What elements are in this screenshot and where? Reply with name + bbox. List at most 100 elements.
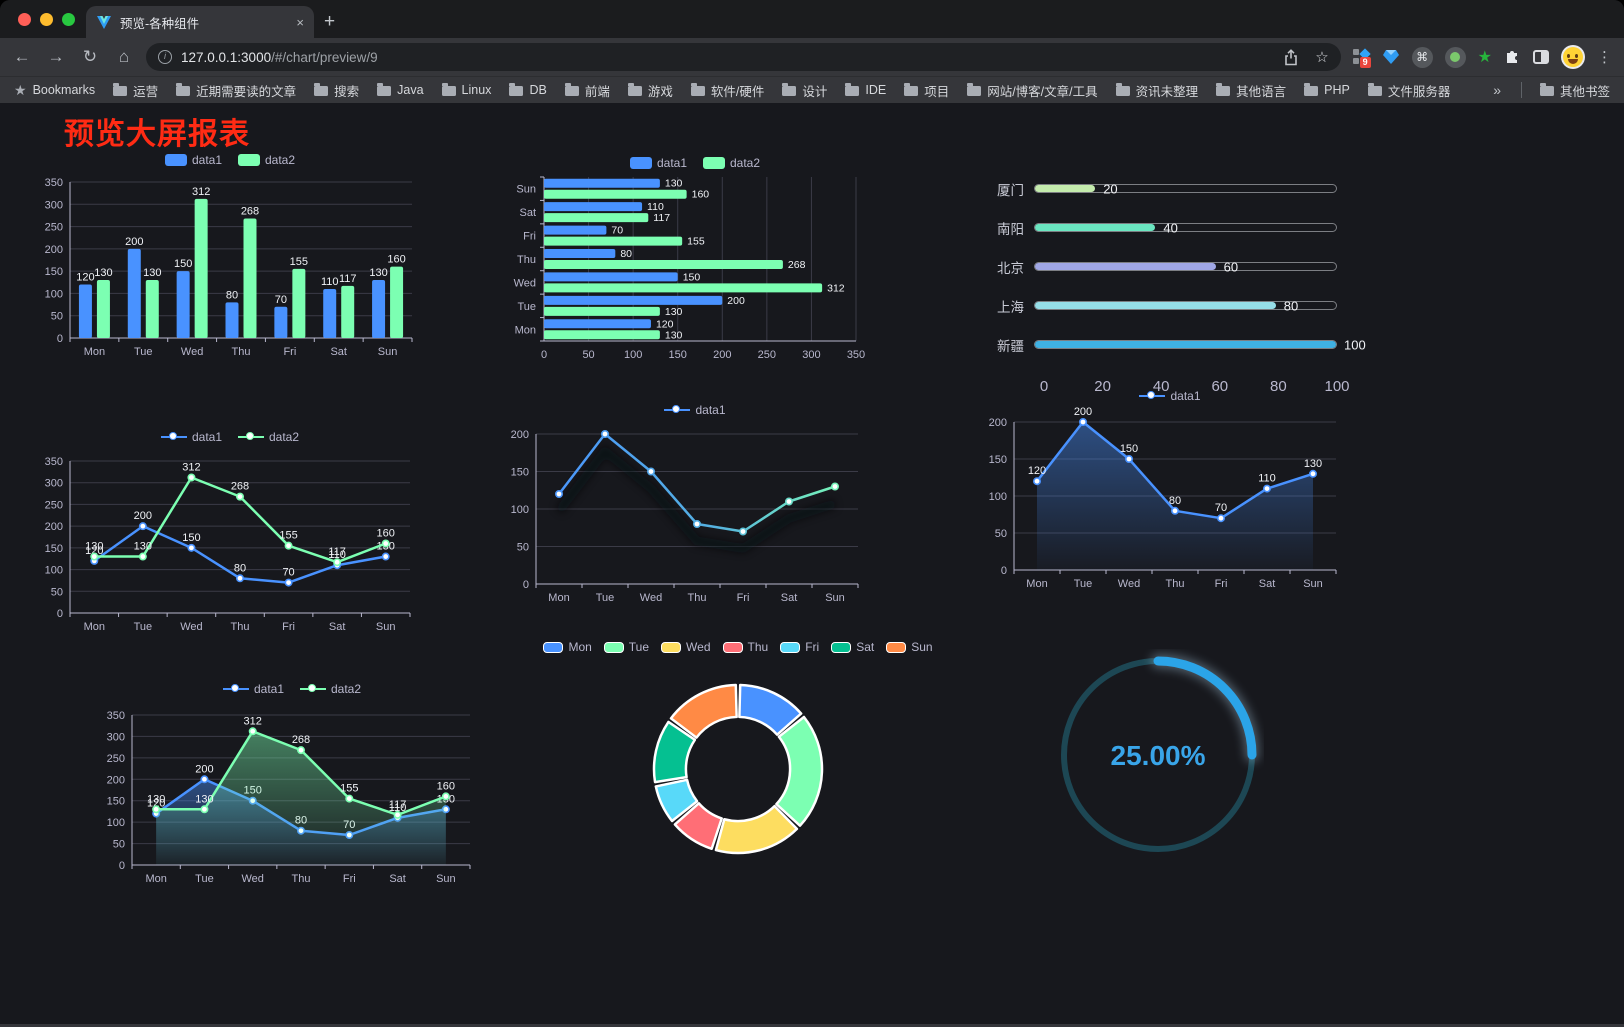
page-content: 预览大屏报表 data1 data2 0 50 100 150 200 250 300 350 M… — [0, 103, 1624, 1027]
area-chart: data1 0 50 100 150 200 Mon Tue Wed Thu Fri Sat Sun 1… — [978, 386, 1362, 602]
home-icon[interactable]: ⌂ — [118, 47, 130, 66]
svg-text:268: 268 — [292, 734, 310, 746]
progress-fill — [1035, 302, 1276, 309]
legend-item-Sun[interactable]: Sun — [886, 640, 933, 654]
close-window-button[interactable] — [18, 13, 31, 26]
bookmarks-manager[interactable]: ★ Bookmarks — [14, 81, 96, 98]
address-bar[interactable]: i 127.0.0.1:3000/#/chart/preview/9 ☆ — [146, 43, 1341, 71]
legend-item-data1[interactable]: data1 — [629, 156, 687, 170]
progress-bar-chart: 厦门 20 南阳 40 北京 60 上海 80 新疆 100 0 20 40 60 80 100 — [990, 159, 1366, 399]
bookmark-folder[interactable]: Java — [377, 83, 424, 97]
extension-grid-icon[interactable]: 9 — [1352, 47, 1371, 68]
share-icon[interactable] — [1283, 48, 1299, 66]
legend-item-data2[interactable]: data2 — [703, 156, 760, 170]
svg-text:Wed: Wed — [181, 346, 203, 358]
legend-item-Tue[interactable]: Tue — [603, 640, 649, 654]
bookmark-folder[interactable]: 文件服务器 — [1367, 81, 1450, 100]
bookmark-folder[interactable]: 游戏 — [627, 81, 673, 100]
extensions-puzzle-icon[interactable] — [1504, 49, 1521, 66]
svg-text:117: 117 — [328, 546, 346, 558]
site-info-icon[interactable]: i — [158, 50, 172, 64]
svg-text:155: 155 — [687, 236, 705, 248]
svg-text:Mon: Mon — [84, 346, 105, 358]
svg-text:Wed: Wed — [640, 592, 662, 604]
svg-text:130: 130 — [665, 178, 683, 190]
zoom-window-button[interactable] — [62, 13, 75, 26]
recorder-extension-icon[interactable] — [1444, 46, 1466, 68]
other-bookmarks-folder[interactable]: 其他书签 — [1539, 81, 1610, 100]
legend-item-data1[interactable]: data1 — [1139, 389, 1201, 403]
svg-text:80: 80 — [1169, 495, 1181, 507]
reload-icon[interactable]: ↻ — [82, 47, 98, 66]
forward-icon[interactable]: → — [47, 47, 65, 66]
svg-text:130: 130 — [665, 329, 683, 341]
svg-text:160: 160 — [437, 780, 455, 792]
legend-item-data1[interactable]: data1 — [664, 403, 726, 417]
window-controls — [18, 13, 75, 26]
tab-close-icon[interactable]: × — [296, 14, 304, 30]
bookmark-folder[interactable]: 其他语言 — [1216, 81, 1286, 100]
legend-item-Wed[interactable]: Wed — [661, 640, 711, 654]
bookmark-folder[interactable]: 近期需要读的文章 — [176, 81, 296, 100]
bookmarks-overflow-icon[interactable]: » — [1493, 82, 1501, 98]
minimize-window-button[interactable] — [40, 13, 53, 26]
svg-text:Sat: Sat — [1259, 578, 1276, 590]
legend-item-Mon[interactable]: Mon — [543, 640, 592, 654]
star-extension-icon[interactable]: ★ — [1477, 49, 1492, 66]
svg-text:110: 110 — [1258, 473, 1276, 485]
legend-item-data2[interactable]: data2 — [300, 682, 361, 696]
svg-text:200: 200 — [727, 295, 745, 307]
bookmark-folder[interactable]: DB — [509, 83, 547, 97]
svg-text:Sun: Sun — [825, 592, 845, 604]
progress-track: 20 — [1034, 181, 1337, 196]
bookmark-star-icon[interactable]: ☆ — [1315, 49, 1329, 66]
bookmark-folder[interactable]: 运营 — [113, 81, 158, 100]
svg-text:200: 200 — [125, 236, 143, 248]
svg-text:300: 300 — [802, 349, 820, 361]
bookmark-folder[interactable]: Linux — [441, 83, 491, 97]
bookmark-folder[interactable]: 资讯未整理 — [1115, 81, 1198, 100]
legend-item-data1[interactable]: data1 — [164, 153, 222, 167]
svg-text:120: 120 — [147, 798, 165, 810]
svg-text:80: 80 — [620, 248, 632, 260]
sidebar-toggle-icon[interactable] — [1533, 50, 1549, 64]
progress-value: 60 — [1223, 259, 1239, 274]
svg-text:130: 130 — [369, 267, 387, 279]
legend-item-Fri[interactable]: Fri — [780, 640, 819, 654]
bookmark-folder[interactable]: 网站/博客/文章/工具 — [967, 81, 1098, 100]
profile-avatar[interactable] — [1561, 45, 1585, 69]
svg-text:350: 350 — [45, 456, 63, 468]
svg-text:Thu: Thu — [232, 346, 251, 358]
svg-text:130: 130 — [1304, 458, 1322, 470]
svg-text:Mon: Mon — [84, 621, 105, 633]
svg-text:350: 350 — [45, 177, 63, 189]
legend-item-data2[interactable]: data2 — [238, 430, 299, 444]
browser-tab[interactable]: 预览-各种组件 × — [86, 6, 314, 38]
bookmark-folder[interactable]: 项目 — [904, 81, 949, 100]
bookmark-folder[interactable]: 搜索 — [314, 81, 359, 100]
svg-text:70: 70 — [275, 294, 287, 306]
legend-item-Sat[interactable]: Sat — [831, 640, 874, 654]
command-extension-icon[interactable]: ⌘ — [1411, 46, 1433, 68]
bookmark-folder[interactable]: 软件/硬件 — [690, 81, 764, 100]
svg-text:0: 0 — [57, 333, 63, 345]
legend-item-data1[interactable]: data1 — [222, 682, 284, 696]
bookmark-folder[interactable]: PHP — [1304, 83, 1350, 97]
bookmark-folder[interactable]: 设计 — [782, 81, 827, 100]
svg-text:100: 100 — [45, 565, 63, 577]
folder-icon — [113, 83, 128, 96]
browser-menu-icon[interactable]: ⋮ — [1597, 49, 1612, 66]
bookmark-folder[interactable]: 前端 — [564, 81, 610, 100]
svg-text:Thu: Thu — [688, 592, 707, 604]
new-tab-button[interactable]: + — [324, 11, 336, 32]
legend-item-Thu[interactable]: Thu — [722, 640, 768, 654]
svg-text:150: 150 — [1120, 443, 1138, 455]
svg-text:0: 0 — [57, 608, 63, 620]
back-icon[interactable]: ← — [13, 47, 31, 66]
gem-extension-icon[interactable] — [1382, 49, 1400, 65]
bookmark-folder[interactable]: IDE — [845, 83, 886, 97]
svg-text:150: 150 — [511, 467, 529, 479]
legend-item-data1[interactable]: data1 — [160, 430, 222, 444]
legend-item-data2[interactable]: data2 — [238, 153, 295, 167]
titlebar: 预览-各种组件 × + — [0, 0, 1624, 38]
